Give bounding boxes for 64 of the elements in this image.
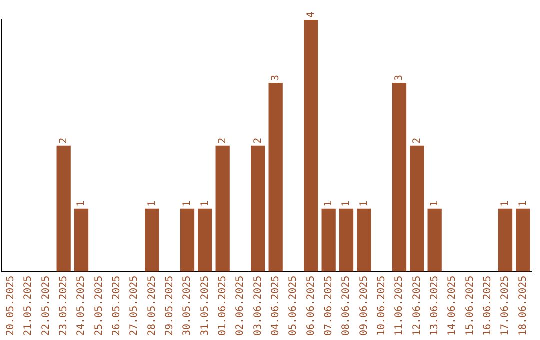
x-tick-label: 31.05.2025 [200,276,211,336]
bar [498,208,513,272]
bar [145,208,160,272]
x-tick-label: 01.06.2025 [217,276,228,336]
data-label: 3 [394,74,406,81]
x-tick-label: 16.06.2025 [482,276,494,336]
data-label: 1 [500,200,512,207]
x-tick-label: 28.05.2025 [146,276,158,336]
data-label: 1 [200,200,211,207]
data-label: 1 [358,200,370,207]
data-label: 2 [412,138,423,144]
x-tick-label: 07.06.2025 [323,276,334,336]
bar [251,146,266,272]
bar [410,146,424,272]
x-tick-label: 09.06.2025 [358,276,370,336]
data-label: 1 [182,200,194,207]
x-tick-label: 02.06.2025 [235,276,246,336]
bar [392,82,407,272]
x-tick-label: 20.05.2025 [5,276,16,336]
data-label: 1 [341,200,352,207]
x-tick-label: 06.06.2025 [306,276,317,336]
bar [516,208,530,272]
x-tick-label: 26.05.2025 [111,276,122,336]
x-tick-label: 30.05.2025 [182,276,194,336]
x-tick-label: 27.05.2025 [129,276,140,336]
x-tick-label: 22.05.2025 [40,276,52,336]
x-tick-label: 18.06.2025 [518,276,529,336]
data-label: 2 [252,138,264,144]
bar [357,208,372,272]
x-tick-label: 08.06.2025 [341,276,352,336]
x-tick-label: 03.06.2025 [252,276,264,336]
bar [216,146,230,272]
x-tick-label: 21.05.2025 [23,276,34,336]
data-label: 4 [306,12,317,18]
bar [74,208,89,272]
bar [56,146,71,272]
x-tick-label: 10.06.2025 [376,276,388,336]
data-label: 1 [429,200,440,207]
x-tick-label: 05.06.2025 [288,276,300,336]
data-label: 1 [323,200,334,207]
data-label: 2 [58,138,70,144]
x-tick-label: 15.06.2025 [464,276,476,336]
data-label: 1 [146,200,158,207]
data-label: 1 [76,200,88,207]
bar [428,208,442,272]
data-label: 2 [217,138,228,144]
bar [268,82,283,272]
bar [198,208,212,272]
bar [304,20,318,272]
data-label: 1 [518,200,529,207]
bar [322,208,336,272]
x-tick-label: 29.05.2025 [164,276,176,336]
x-tick-label: 23.05.2025 [58,276,70,336]
x-tick-label: 14.06.2025 [447,276,458,336]
x-tick-label: 25.05.2025 [94,276,105,336]
x-tick-label: 13.06.2025 [429,276,440,336]
bar [339,208,354,272]
x-tick-label: 17.06.2025 [500,276,512,336]
x-tick-label: 12.06.2025 [412,276,423,336]
x-tick-label: 11.06.2025 [394,276,406,336]
bar [180,208,195,272]
x-tick-label: 04.06.2025 [270,276,282,336]
x-tick-label: 24.05.2025 [76,276,88,336]
data-label: 3 [270,74,282,81]
